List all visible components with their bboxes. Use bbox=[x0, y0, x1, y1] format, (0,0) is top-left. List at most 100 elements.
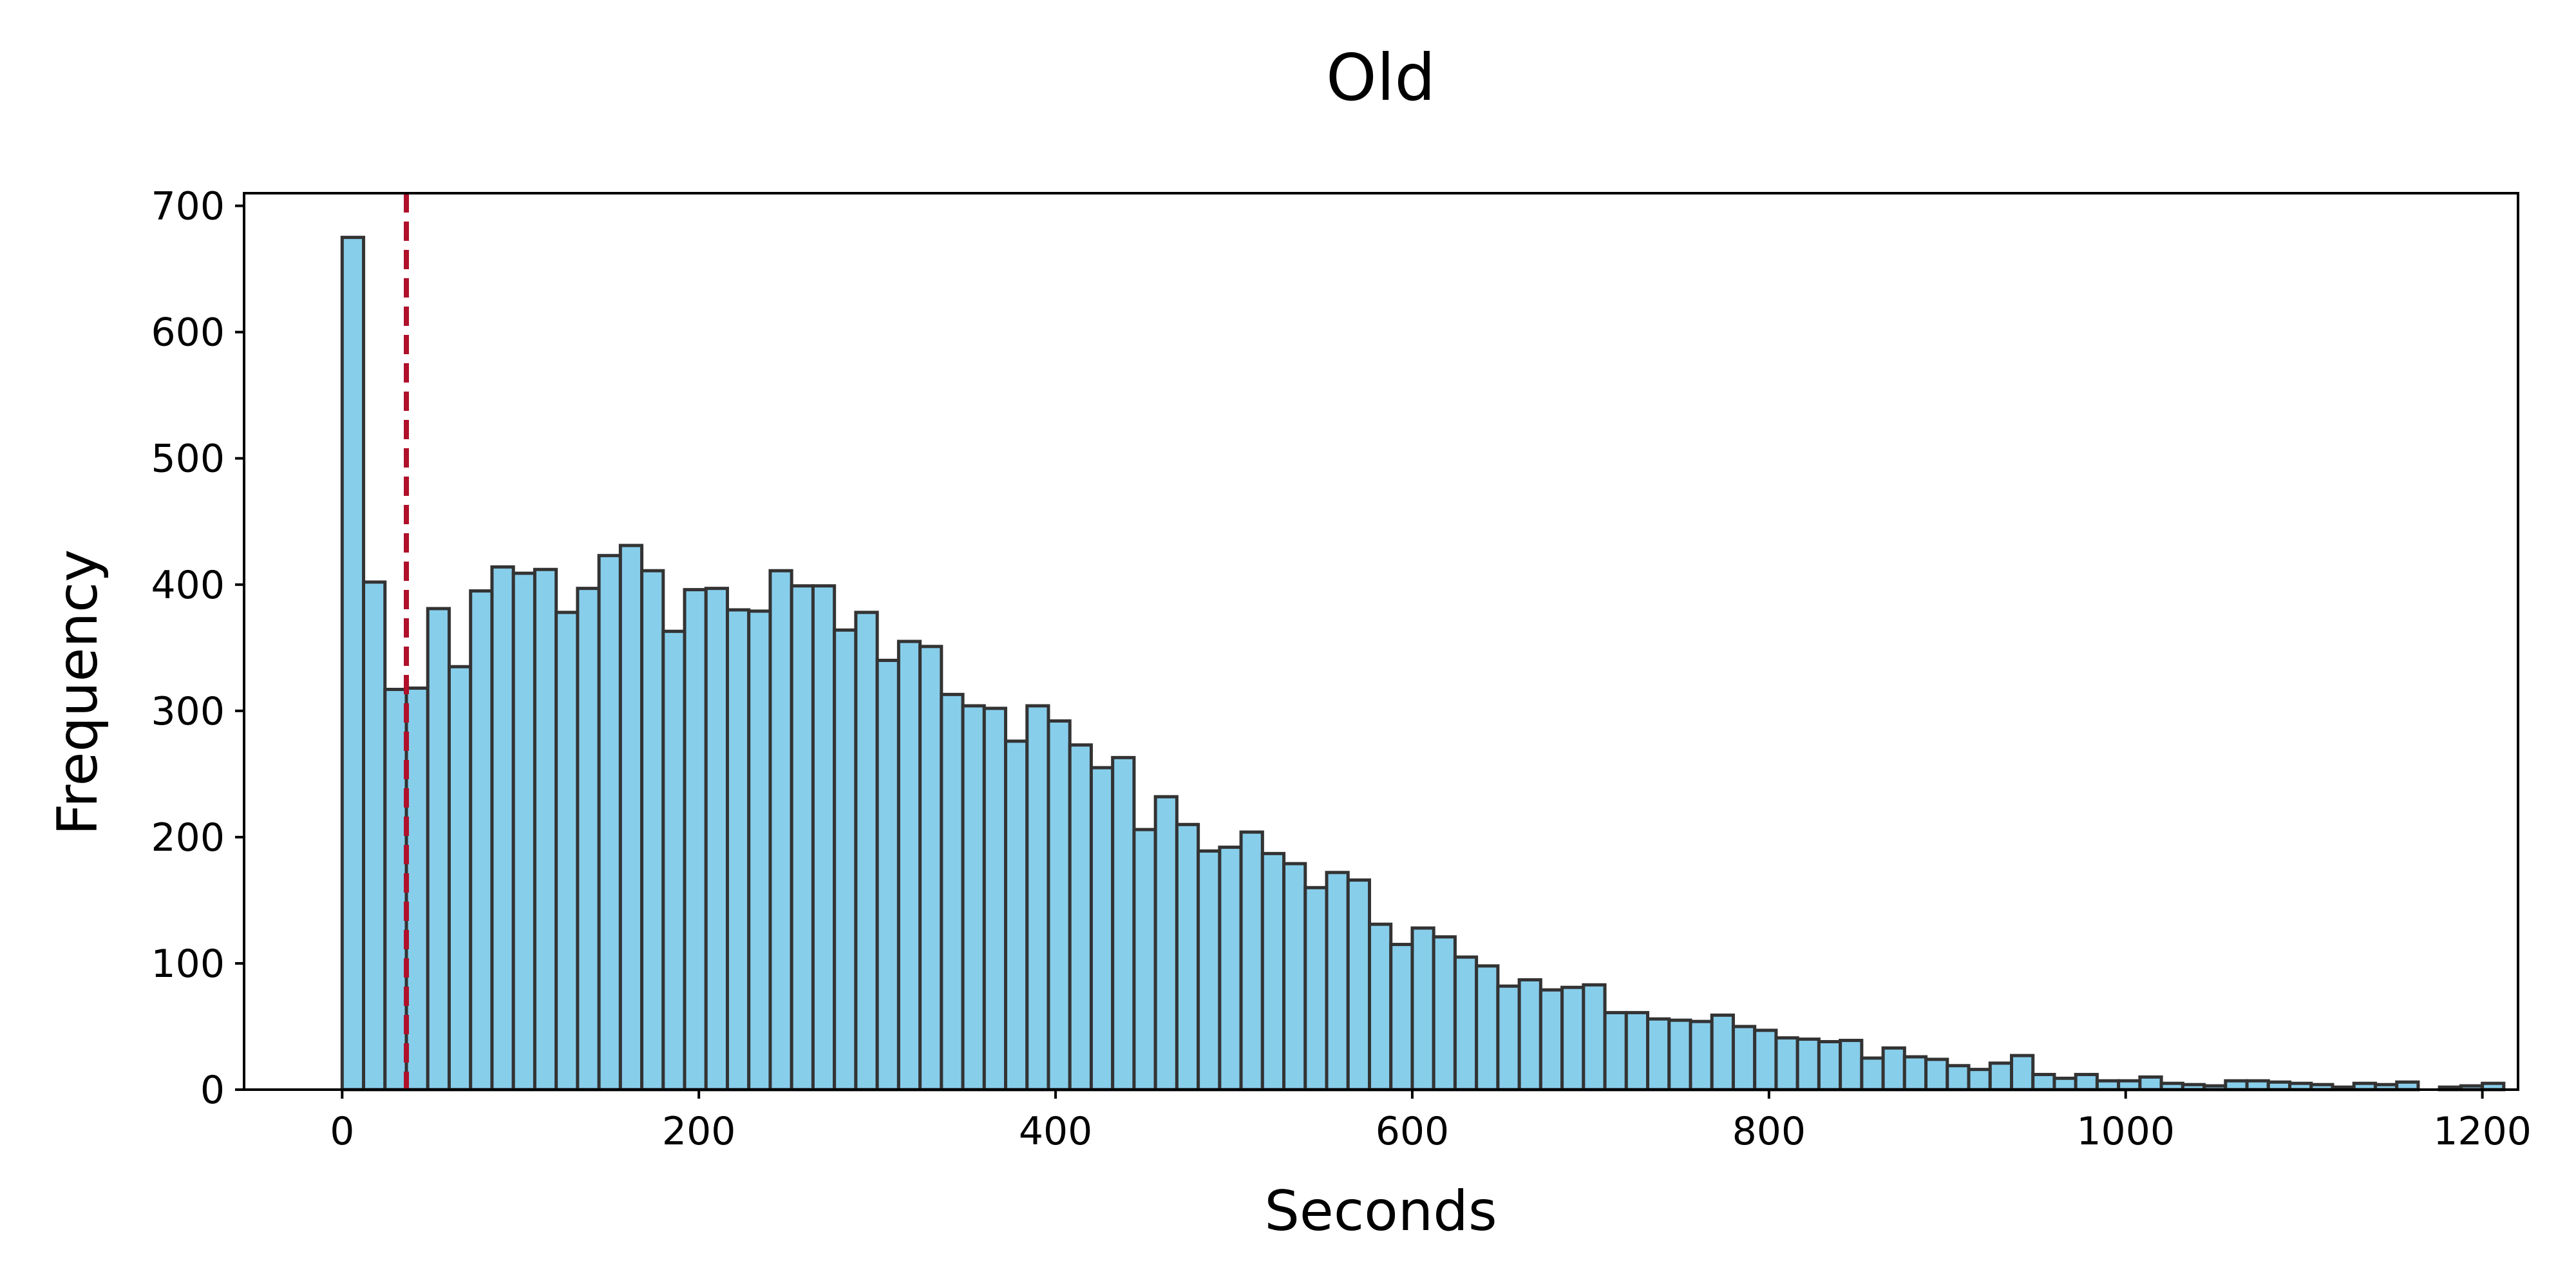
histogram-bar bbox=[790, 584, 815, 1092]
histogram-bar bbox=[618, 544, 644, 1092]
x-tick-label: 600 bbox=[1376, 1109, 1450, 1154]
histogram-bar bbox=[1239, 830, 1264, 1092]
histogram-bar bbox=[833, 628, 858, 1092]
x-tick-label: 800 bbox=[1732, 1109, 1806, 1154]
histogram-bar bbox=[726, 608, 751, 1092]
histogram-bar bbox=[511, 571, 536, 1092]
histogram-bar bbox=[1068, 743, 1093, 1092]
y-tick-label: 700 bbox=[151, 184, 225, 229]
histogram-bar bbox=[875, 658, 900, 1092]
y-tick-label: 400 bbox=[151, 563, 225, 608]
histogram-bar bbox=[1260, 851, 1286, 1092]
histogram-bar bbox=[1325, 871, 1350, 1092]
histogram-bar bbox=[1004, 739, 1029, 1092]
x-tick-label: 1200 bbox=[2433, 1109, 2532, 1154]
y-tick-label: 500 bbox=[151, 437, 225, 482]
histogram-bar bbox=[1603, 1010, 1628, 1092]
histogram-bar bbox=[1132, 828, 1157, 1092]
histogram-bar bbox=[597, 554, 622, 1092]
histogram-bar bbox=[1689, 1019, 1714, 1092]
histogram-bar bbox=[683, 588, 708, 1092]
histogram-bar bbox=[661, 629, 687, 1092]
y-tick-label: 300 bbox=[151, 689, 225, 734]
histogram-bar bbox=[447, 665, 473, 1092]
x-axis-ticks: 0 200 400 600 800 1000 1200 bbox=[330, 1090, 2532, 1154]
histogram-bar bbox=[1582, 983, 1607, 1092]
plot-frame bbox=[243, 192, 2519, 1091]
histogram-bar bbox=[554, 611, 580, 1092]
histogram-bar bbox=[1710, 1013, 1735, 1092]
histogram-bar bbox=[768, 569, 793, 1092]
histogram-bar bbox=[1218, 846, 1243, 1092]
histogram-bar bbox=[1153, 795, 1179, 1092]
x-tick-label: 400 bbox=[1019, 1109, 1093, 1154]
histogram-bar bbox=[1389, 943, 1414, 1092]
histogram-bar bbox=[576, 587, 601, 1092]
histogram-bar bbox=[1046, 719, 1072, 1092]
histogram-bar bbox=[1346, 878, 1371, 1092]
histogram-bar bbox=[1453, 955, 1479, 1092]
histogram-bar bbox=[1774, 1036, 1799, 1092]
x-tick-label: 200 bbox=[662, 1109, 736, 1154]
histogram-bar bbox=[383, 688, 408, 1092]
histogram-bar bbox=[1303, 886, 1329, 1092]
y-axis-ticks: 0 100 200 300 400 500 600 700 bbox=[151, 184, 244, 1113]
bars-group bbox=[340, 236, 2506, 1092]
histogram-bar bbox=[2009, 1054, 2035, 1092]
histogram-bar bbox=[1967, 1068, 1992, 1092]
histogram-bar bbox=[896, 639, 922, 1092]
chart-title: Old bbox=[1326, 40, 1435, 115]
histogram-bar bbox=[362, 580, 387, 1092]
histogram-bar bbox=[1410, 926, 1435, 1092]
histogram-bar bbox=[1496, 984, 1521, 1092]
histogram-bar bbox=[640, 569, 665, 1092]
histogram-bar bbox=[2052, 1076, 2078, 1092]
y-tick-label: 100 bbox=[151, 942, 225, 987]
histogram-bar bbox=[1517, 978, 1542, 1092]
histogram-bar bbox=[747, 609, 772, 1092]
histogram-bar bbox=[1175, 822, 1200, 1092]
histogram-bar bbox=[2095, 1079, 2121, 1092]
histogram-bar bbox=[1432, 935, 1457, 1092]
histogram-bar bbox=[1924, 1057, 1949, 1092]
histogram-bar bbox=[1624, 1010, 1650, 1092]
x-tick-label: 0 bbox=[330, 1109, 354, 1154]
histogram-bar bbox=[1902, 1055, 1928, 1092]
histogram-bar bbox=[1282, 862, 1307, 1092]
histogram-bar bbox=[2245, 1079, 2270, 1092]
histogram-bar bbox=[404, 687, 430, 1092]
histogram-bar bbox=[982, 706, 1008, 1092]
y-tick-label: 200 bbox=[151, 815, 225, 860]
histogram-bar bbox=[340, 236, 366, 1092]
histogram-bar bbox=[2224, 1079, 2249, 1092]
histogram-bar bbox=[490, 565, 515, 1092]
y-tick-label: 0 bbox=[200, 1068, 225, 1113]
histogram-bar bbox=[1197, 849, 1222, 1092]
histogram-bar bbox=[1988, 1061, 2013, 1092]
histogram-bar bbox=[1731, 1025, 1757, 1092]
histogram-bar bbox=[1646, 1017, 1671, 1092]
histogram-bar bbox=[533, 567, 558, 1092]
histogram-bar bbox=[1111, 755, 1136, 1092]
histogram-bar bbox=[1560, 985, 1586, 1092]
x-tick-label: 1000 bbox=[2076, 1109, 2175, 1154]
histogram-bar bbox=[1839, 1039, 1864, 1092]
histogram-bar bbox=[2138, 1075, 2163, 1092]
histogram-bar bbox=[1860, 1056, 1885, 1092]
histogram-bar bbox=[918, 645, 943, 1092]
histogram-bar bbox=[1539, 988, 1564, 1092]
histogram-bar bbox=[1475, 964, 1500, 1092]
histogram-bar bbox=[469, 589, 494, 1092]
y-tick-label: 600 bbox=[151, 310, 225, 355]
histogram-bar bbox=[426, 607, 451, 1092]
histogram-bar bbox=[1367, 922, 1393, 1092]
histogram-bar bbox=[1881, 1046, 1906, 1092]
histogram-bar bbox=[2117, 1079, 2142, 1092]
histogram-bar bbox=[1089, 766, 1115, 1092]
histogram-bar bbox=[1753, 1028, 1778, 1092]
histogram-bar bbox=[811, 584, 837, 1092]
histogram-bar bbox=[940, 692, 965, 1092]
histogram-bar bbox=[854, 611, 879, 1092]
histogram-bar bbox=[1795, 1037, 1821, 1092]
